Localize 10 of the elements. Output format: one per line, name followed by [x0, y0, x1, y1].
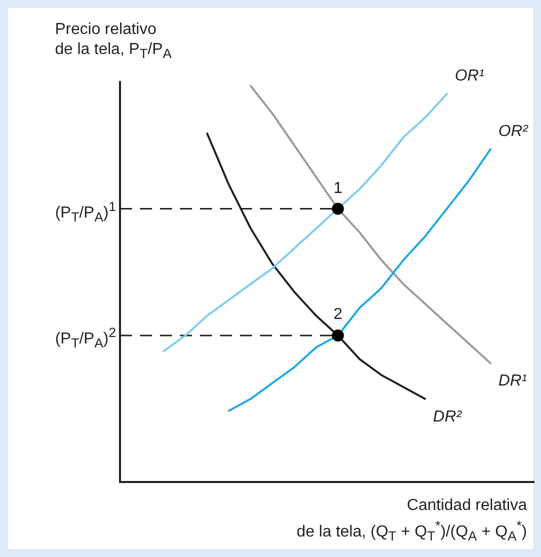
series-label: OR²	[498, 122, 528, 140]
ref-line-label: (P$_{T}$/P$_{A}$)$^{1}$	[55, 198, 116, 226]
series-label: OR¹	[454, 67, 484, 84]
series-label: DR¹	[498, 372, 527, 390]
series-label: DR²	[433, 408, 462, 426]
annotation: 2	[333, 305, 342, 326]
text: Cantidad relativa de la tela, (Q$_{T}$ + Q$_{T}$$^{*}$)/(Q$_{A}$ + Q$_{A}$$^{*}$)	[296, 497, 527, 544]
annotation: 1	[333, 178, 342, 199]
y-axis-title: Precio relativo de la tela, P$_{T}$/P$_{A}$	[55, 20, 172, 64]
ref-line-label: (P$_{T}$/P$_{A}$)$^{2}$	[55, 324, 116, 353]
